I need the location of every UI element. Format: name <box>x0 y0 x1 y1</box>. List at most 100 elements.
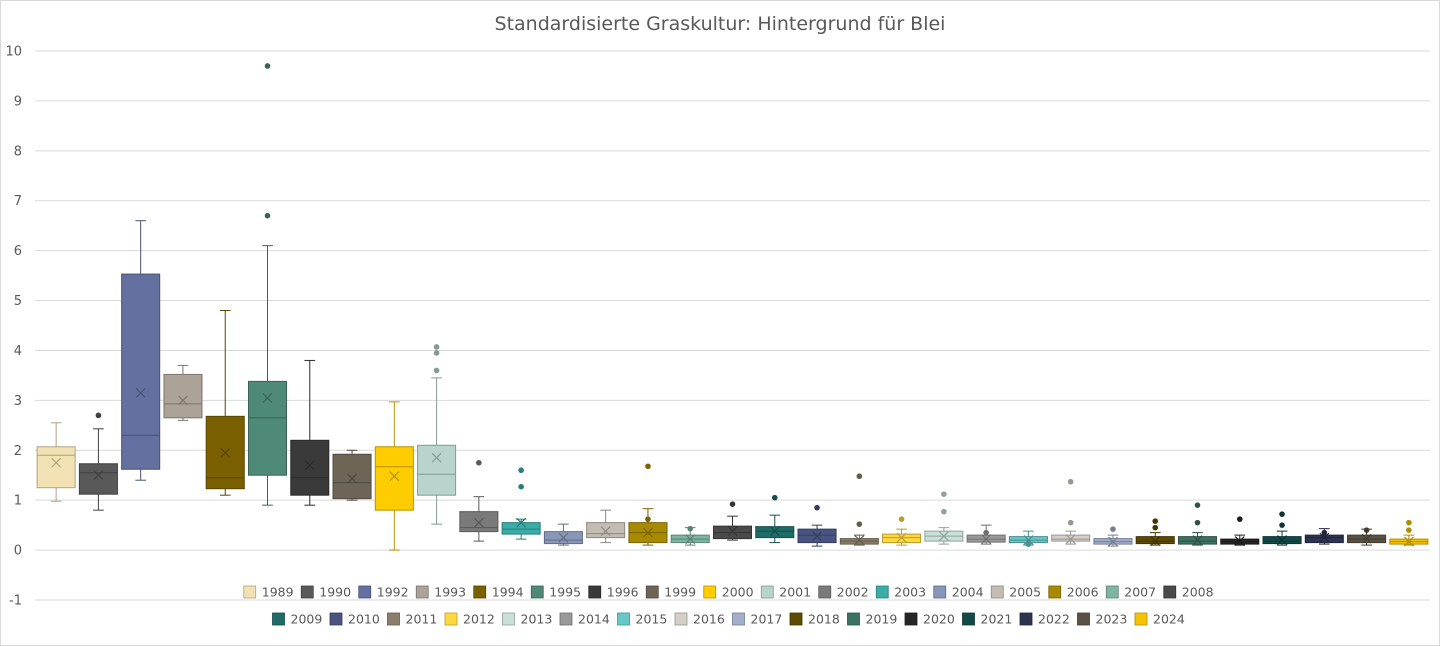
mean-marker <box>1150 536 1161 547</box>
legend-item-1995: 1995 <box>530 585 581 600</box>
outlier-point <box>433 367 440 374</box>
box-2010 <box>797 504 837 547</box>
legend-label: 2024 <box>1153 612 1185 627</box>
legend-swatch <box>559 612 573 626</box>
legend-swatch <box>732 612 745 626</box>
legend-item-2010: 2010 <box>329 612 380 627</box>
legend-label: 2017 <box>751 612 783 627</box>
legend-swatch <box>904 612 918 626</box>
legend-swatch <box>444 612 458 626</box>
legend-item-2001: 2001 <box>760 585 811 600</box>
legend-swatch <box>617 612 630 626</box>
box-2012 <box>882 516 922 546</box>
outlier-point <box>898 516 905 522</box>
mean-marker <box>389 471 400 482</box>
box-2003 <box>501 467 541 540</box>
box-2005 <box>586 509 626 544</box>
legend-item-2006: 2006 <box>1048 585 1099 600</box>
box-iqr <box>121 273 161 470</box>
legend-item-2007: 2007 <box>1105 585 1156 600</box>
legend-item-2011: 2011 <box>387 612 438 627</box>
box-2023 <box>1347 527 1387 546</box>
outlier-point <box>1067 478 1074 485</box>
outlier-point <box>95 412 102 419</box>
mean-marker <box>981 534 992 545</box>
box-series <box>36 63 1429 551</box>
legend-label: 2023 <box>1096 612 1128 627</box>
legend-swatch <box>502 612 515 626</box>
outlier-point <box>518 483 524 490</box>
box-2006 <box>628 463 668 546</box>
legend-item-1999: 1999 <box>645 585 696 600</box>
box-2017 <box>1093 526 1133 547</box>
box-iqr <box>1051 534 1091 542</box>
box-iqr <box>501 522 541 535</box>
box-2019 <box>1177 502 1218 546</box>
mean-marker <box>1023 535 1034 546</box>
box-2022 <box>1304 528 1344 545</box>
outlier-point <box>645 463 651 470</box>
box-1995 <box>247 63 288 506</box>
box-2018 <box>1135 518 1175 547</box>
outlier-point <box>1279 522 1285 528</box>
mean-marker <box>812 531 822 542</box>
legend-label: 2010 <box>348 612 380 627</box>
legend-label: 2015 <box>636 612 668 627</box>
mean-marker <box>220 447 231 458</box>
legend-swatch <box>1048 585 1062 599</box>
legend-item-2009: 2009 <box>272 612 323 627</box>
box-iqr <box>247 380 288 476</box>
legend-swatch <box>847 612 860 626</box>
box-2001 <box>417 344 457 525</box>
legend-label: 2018 <box>808 612 840 627</box>
legend-label: 1992 <box>377 585 409 600</box>
outlier-point <box>433 344 440 350</box>
legend-item-1993: 1993 <box>415 585 466 600</box>
legend-label: 2020 <box>923 612 955 627</box>
outlier-point <box>1152 518 1159 524</box>
mean-marker <box>558 532 569 543</box>
mean-marker <box>93 470 104 481</box>
box-1989 <box>36 422 76 502</box>
legend-label: 2009 <box>291 612 323 627</box>
legend-label: 2019 <box>866 612 898 627</box>
legend-item-1994: 1994 <box>473 585 524 600</box>
box-iqr <box>755 526 795 539</box>
legend-label: 2002 <box>837 585 869 600</box>
legend-label: 2011 <box>406 612 438 627</box>
legend-label: 2012 <box>463 612 495 627</box>
legend-item-2016: 2016 <box>674 612 725 627</box>
mean-marker <box>727 526 738 537</box>
mean-marker <box>769 526 780 537</box>
mean-marker <box>1108 536 1118 547</box>
legend-label: 1990 <box>319 585 351 600</box>
legend-item-2014: 2014 <box>559 612 610 627</box>
legend-swatch <box>1077 612 1090 626</box>
outlier-point <box>856 473 863 480</box>
legend-label: 2006 <box>1067 585 1099 600</box>
mean-marker <box>431 452 442 463</box>
outlier-point <box>645 516 651 522</box>
mean-marker <box>516 517 527 528</box>
outlier-point <box>941 508 947 515</box>
legend-swatch <box>243 585 257 599</box>
mean-marker <box>135 387 146 398</box>
outlier-point <box>1279 511 1285 517</box>
legend-label: 1993 <box>434 585 466 600</box>
box-2014 <box>966 524 1006 545</box>
outlier-point <box>729 501 736 507</box>
mean-marker <box>938 531 949 542</box>
mean-marker <box>1319 532 1330 543</box>
y-tick-label: 0 <box>14 544 22 559</box>
y-tick-label: -1 <box>9 594 22 609</box>
box-iqr <box>290 439 330 496</box>
legend-item-2012: 2012 <box>444 612 495 627</box>
y-axis: -1 0 1 2 3 4 5 6 7 8 9 10 <box>5 45 22 609</box>
legend-swatch <box>300 585 314 599</box>
outlier-point <box>1321 529 1328 536</box>
legend-item-2017: 2017 <box>732 612 783 627</box>
legend-label: 1994 <box>492 585 524 600</box>
outlier-point <box>983 529 989 536</box>
box-iqr <box>332 453 372 500</box>
legend-swatch <box>933 585 947 599</box>
